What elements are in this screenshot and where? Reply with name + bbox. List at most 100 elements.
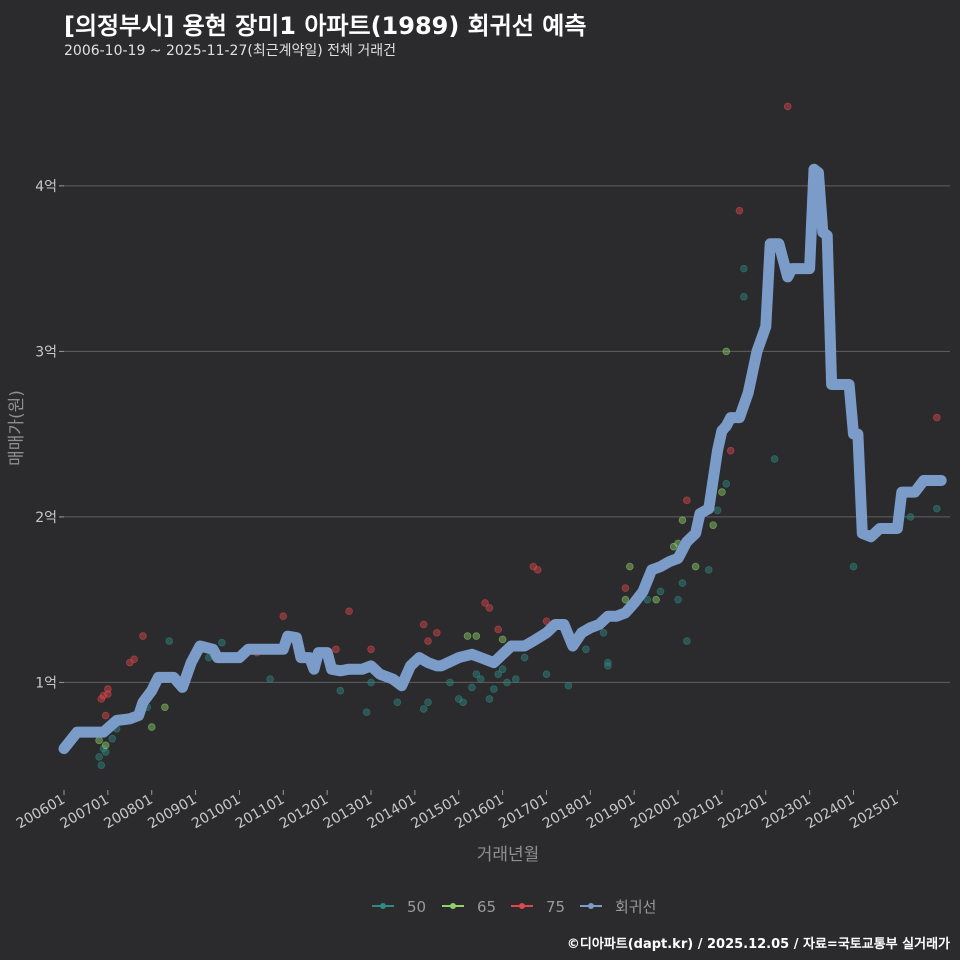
data-point-50 bbox=[770, 455, 779, 463]
data-point-50 bbox=[683, 637, 691, 645]
data-point-75 bbox=[621, 584, 630, 592]
data-point-75 bbox=[99, 691, 108, 700]
data-point-50 bbox=[542, 670, 551, 678]
data-point-50 bbox=[165, 637, 174, 645]
x-tick-label: 201401 bbox=[365, 792, 419, 833]
footer-credit: ©디아파트(dapt.kr) / 2025.12.05 / 자료=국토교통부 실… bbox=[566, 937, 950, 952]
data-point-50 bbox=[490, 685, 498, 693]
data-point-75 bbox=[533, 566, 542, 574]
chart-subtitle: 2006-10-19 ~ 2025-11-27(최근계약일) 전체 거래건 bbox=[64, 43, 396, 59]
data-point-75 bbox=[735, 206, 744, 215]
data-point-50 bbox=[656, 587, 665, 596]
y-tick-label: 3억 bbox=[35, 344, 57, 360]
data-point-65 bbox=[472, 632, 481, 640]
data-point-50 bbox=[604, 662, 612, 670]
x-tick-label: 202301 bbox=[759, 792, 813, 833]
data-point-65 bbox=[147, 723, 156, 731]
x-tick-label: 201501 bbox=[408, 792, 462, 833]
x-tick-label: 200601 bbox=[14, 792, 68, 833]
data-point-50 bbox=[740, 292, 748, 301]
y-tick-label: 4억 bbox=[35, 179, 57, 195]
data-point-75 bbox=[101, 711, 110, 720]
legend-label-65: 65 bbox=[477, 898, 496, 916]
grid-lines bbox=[64, 185, 950, 683]
data-point-75 bbox=[104, 685, 112, 693]
x-tick-label: 201601 bbox=[452, 792, 506, 833]
legend-key-dot bbox=[380, 903, 386, 909]
data-point-65 bbox=[652, 595, 660, 604]
x-tick-label: 200801 bbox=[101, 792, 155, 833]
data-point-65 bbox=[722, 347, 731, 356]
data-point-75 bbox=[433, 628, 441, 637]
data-point-50 bbox=[472, 670, 481, 678]
x-axis-ticks: 2006012007012008012009012010012011012012… bbox=[14, 790, 901, 833]
data-point-50 bbox=[678, 579, 687, 587]
legend-key-dot bbox=[588, 903, 594, 909]
legend-label-50: 50 bbox=[407, 898, 426, 916]
data-point-65 bbox=[95, 736, 103, 745]
x-tick-label: 201201 bbox=[277, 792, 331, 833]
legend-label-regression: 회귀선 bbox=[615, 898, 656, 916]
x-tick-label: 201701 bbox=[496, 792, 550, 833]
data-point-50 bbox=[393, 698, 402, 707]
x-tick-label: 200901 bbox=[145, 792, 199, 833]
data-point-50 bbox=[643, 595, 652, 604]
data-point-50 bbox=[485, 695, 494, 703]
data-point-65 bbox=[678, 516, 687, 525]
x-axis-label: 거래년월 bbox=[477, 845, 540, 865]
data-point-50 bbox=[97, 761, 106, 769]
data-point-50 bbox=[459, 698, 467, 707]
data-point-50 bbox=[362, 708, 371, 717]
data-point-75 bbox=[367, 645, 375, 654]
y-tick-label: 2억 bbox=[35, 510, 57, 526]
data-point-65 bbox=[101, 741, 110, 750]
data-point-65 bbox=[709, 521, 717, 529]
data-point-75 bbox=[542, 617, 551, 625]
data-point-50 bbox=[498, 665, 507, 673]
y-tick-label: 1억 bbox=[35, 675, 57, 691]
x-tick-label: 201301 bbox=[321, 792, 375, 833]
y-axis-ticks: 1억 2억 3억 4억 bbox=[35, 179, 64, 691]
data-point-65 bbox=[161, 703, 169, 712]
data-point-65 bbox=[498, 635, 507, 644]
data-point-50 bbox=[674, 595, 682, 604]
data-point-65 bbox=[463, 632, 472, 640]
data-point-75 bbox=[332, 645, 340, 654]
data-point-75 bbox=[726, 446, 735, 455]
data-point-50 bbox=[101, 748, 110, 756]
data-point-50 bbox=[336, 686, 345, 695]
data-point-50 bbox=[468, 683, 476, 692]
data-point-50 bbox=[520, 653, 529, 662]
x-tick-label: 201101 bbox=[233, 792, 287, 833]
legend: 50 65 75 회귀선 bbox=[372, 898, 656, 916]
data-point-50 bbox=[511, 675, 520, 683]
data-point-50 bbox=[740, 264, 748, 273]
data-point-50 bbox=[95, 753, 103, 761]
data-point-50 bbox=[266, 675, 274, 683]
data-point-75 bbox=[683, 496, 691, 505]
regression-line bbox=[58, 163, 947, 755]
x-tick-label: 201001 bbox=[189, 792, 243, 833]
x-tick-label: 202001 bbox=[628, 792, 682, 833]
data-point-75 bbox=[481, 599, 489, 607]
data-point-50 bbox=[704, 566, 713, 574]
data-point-50 bbox=[494, 670, 503, 678]
data-point-65 bbox=[626, 562, 634, 571]
x-tick-label: 200701 bbox=[58, 792, 112, 833]
data-point-65 bbox=[691, 562, 700, 571]
data-point-50 bbox=[713, 506, 722, 515]
data-point-75 bbox=[933, 413, 941, 422]
data-point-50 bbox=[582, 645, 590, 654]
data-point-75 bbox=[139, 632, 147, 640]
data-point-75 bbox=[485, 604, 494, 612]
legend-label-75: 75 bbox=[546, 898, 565, 916]
data-point-75 bbox=[279, 612, 288, 621]
x-tick-label: 201801 bbox=[540, 792, 594, 833]
data-point-65 bbox=[718, 488, 726, 496]
data-point-75 bbox=[494, 625, 503, 634]
x-tick-label: 202201 bbox=[715, 792, 769, 833]
data-point-50 bbox=[476, 675, 485, 683]
data-point-75 bbox=[345, 607, 353, 616]
regression-line-group bbox=[58, 163, 947, 755]
